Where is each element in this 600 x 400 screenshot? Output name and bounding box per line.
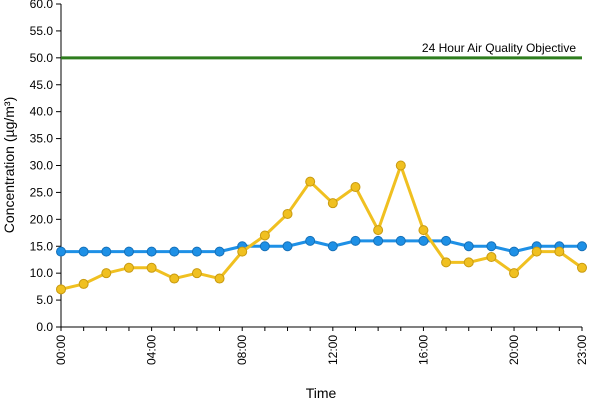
reference-line-label: 24 Hour Air Quality Objective xyxy=(422,41,576,55)
data-point xyxy=(214,246,225,257)
data-point xyxy=(350,182,361,193)
x-tick-label: 23:00 xyxy=(575,335,589,365)
x-tick-label: 16:00 xyxy=(416,335,430,365)
x-tick-label: 20:00 xyxy=(507,335,521,365)
data-point xyxy=(554,246,565,257)
data-point xyxy=(259,241,270,252)
data-point xyxy=(486,252,497,263)
data-point xyxy=(350,235,361,246)
data-point xyxy=(101,268,112,279)
y-tick-label: 50.0 xyxy=(30,51,54,65)
data-point xyxy=(418,225,429,236)
data-point xyxy=(169,246,180,257)
y-tick-label: 0.0 xyxy=(36,320,53,334)
data-point xyxy=(418,235,429,246)
y-tick-label: 55.0 xyxy=(30,24,54,38)
data-point xyxy=(441,235,452,246)
y-axis-title: Concentration (µg/m³) xyxy=(1,97,17,233)
x-tick-label: 12:00 xyxy=(326,335,340,365)
data-point xyxy=(486,241,497,252)
y-tick-label: 60.0 xyxy=(30,0,54,11)
y-tick-label: 20.0 xyxy=(30,212,54,226)
x-tick-label: 04:00 xyxy=(145,335,159,365)
x-tick-label: 00:00 xyxy=(54,335,68,365)
data-point xyxy=(395,160,406,171)
data-point xyxy=(327,198,338,209)
data-point xyxy=(237,246,248,257)
data-point xyxy=(56,284,66,295)
series-line xyxy=(61,239,582,254)
y-tick-label: 5.0 xyxy=(36,293,53,307)
reference-line-group: 24 Hour Air Quality Objective xyxy=(61,41,582,60)
data-point xyxy=(56,246,66,257)
x-tick-label: 08:00 xyxy=(235,335,249,365)
data-point xyxy=(463,257,474,268)
data-point xyxy=(101,246,112,257)
y-tick-label: 15.0 xyxy=(30,239,54,253)
data-point xyxy=(78,246,89,257)
x-axis: 00:00 04:00 08:00 12:00 16:00 20:00 23:00 xyxy=(54,326,589,365)
data-point xyxy=(577,241,587,252)
y-tick-label: 25.0 xyxy=(30,185,54,199)
x-axis-title: Time xyxy=(306,385,337,400)
y-tick-label: 40.0 xyxy=(30,105,54,119)
data-point xyxy=(305,176,316,187)
data-point xyxy=(282,241,293,252)
y-tick-label: 30.0 xyxy=(30,159,54,173)
data-point xyxy=(395,235,406,246)
data-point xyxy=(123,262,134,273)
data-point xyxy=(169,273,180,284)
data-point xyxy=(327,241,338,252)
data-point xyxy=(146,246,157,257)
data-point xyxy=(282,208,293,219)
data-point xyxy=(531,246,542,257)
data-point xyxy=(509,268,520,279)
data-point xyxy=(441,257,452,268)
data-point xyxy=(305,235,316,246)
y-tick-label: 35.0 xyxy=(30,132,54,146)
data-point xyxy=(214,273,225,284)
y-tick-label: 10.0 xyxy=(30,266,54,280)
data-point xyxy=(191,246,202,257)
data-point xyxy=(123,246,134,257)
series-group xyxy=(56,160,587,295)
data-point xyxy=(259,230,270,241)
data-point xyxy=(577,262,587,273)
y-axis: 0.0 5.0 10.0 15.0 20.0 25.0 30.0 35.0 40.0 45.0 50… xyxy=(30,0,62,334)
data-point xyxy=(191,268,202,279)
series-line xyxy=(60,164,583,291)
data-point xyxy=(373,225,384,236)
series-0 xyxy=(56,235,587,257)
data-point xyxy=(509,246,520,257)
data-point xyxy=(463,241,474,252)
data-point xyxy=(146,262,157,273)
series-1 xyxy=(56,160,587,295)
y-tick-label: 45.0 xyxy=(30,78,54,92)
data-point xyxy=(78,278,89,289)
data-point xyxy=(373,235,384,246)
